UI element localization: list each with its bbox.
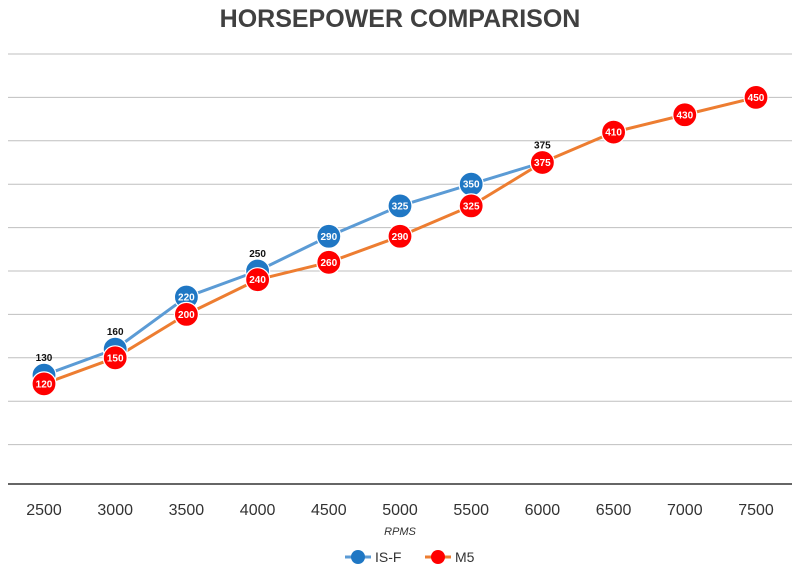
legend-marker xyxy=(351,550,365,564)
point-marker xyxy=(316,249,342,275)
data-label: 430 xyxy=(676,110,693,121)
data-label: 375 xyxy=(534,158,551,169)
data-label: 120 xyxy=(36,379,53,390)
point-marker xyxy=(529,149,556,176)
data-point-is-f: 290 xyxy=(316,223,342,249)
data-point-is-f: 325 xyxy=(387,193,413,219)
x-tick-label: 5500 xyxy=(453,502,489,519)
x-tick-label: 3500 xyxy=(169,502,205,519)
data-label: 220 xyxy=(178,293,195,304)
x-tick-label: 6500 xyxy=(596,502,632,519)
chart-title: HORSEPOWER COMPARISON xyxy=(220,5,581,33)
data-point-m5: 120 xyxy=(31,371,57,397)
x-tick-labels: 2500 3000 3500 4000 4500 5000 5500 6000 6500 7000… xyxy=(26,502,774,519)
data-point-m5: 200 xyxy=(173,301,199,327)
x-axis-label: RPMS xyxy=(384,526,416,538)
legend-marker xyxy=(431,550,445,564)
legend-item-m5: M5 xyxy=(425,549,475,565)
data-point-is-f: 350 xyxy=(458,171,484,197)
point-marker xyxy=(102,345,128,371)
data-label: 290 xyxy=(320,232,337,243)
point-marker xyxy=(672,102,698,128)
data-label: 290 xyxy=(392,232,409,243)
x-tick-label: 3000 xyxy=(97,502,133,519)
point-marker xyxy=(245,267,271,293)
data-label: 260 xyxy=(320,258,337,269)
point-marker xyxy=(316,223,342,249)
x-tick-label: 5000 xyxy=(382,502,418,519)
data-label: 150 xyxy=(107,353,124,364)
data-label: 130 xyxy=(36,353,53,364)
data-label: 240 xyxy=(249,275,266,286)
data-label: 410 xyxy=(605,128,622,139)
data-point-m5: 290 xyxy=(387,223,413,249)
data-point-m5: 450 xyxy=(743,84,769,111)
x-tick-label: 4000 xyxy=(240,502,276,519)
data-point-m5: 430 xyxy=(672,102,698,128)
series-markers: 130 160 220 250 290 325 350 375 120 150 200 240 260 2… xyxy=(31,84,769,397)
data-label: 450 xyxy=(748,93,765,104)
data-label: 325 xyxy=(463,201,480,212)
x-tick-label: 4500 xyxy=(311,502,347,519)
legend-label: M5 xyxy=(455,549,475,565)
x-tick-label: 2500 xyxy=(26,502,62,519)
legend-item-is-f: IS-F xyxy=(345,549,401,565)
point-marker xyxy=(600,119,627,145)
point-marker xyxy=(743,84,769,111)
point-marker xyxy=(387,193,413,219)
data-label: 200 xyxy=(178,310,195,321)
data-label: 325 xyxy=(392,201,409,212)
data-point-m5: 375 xyxy=(529,149,556,176)
x-tick-label: 6000 xyxy=(525,502,561,519)
data-label: 160 xyxy=(107,327,124,338)
data-label: 350 xyxy=(463,180,480,191)
point-marker xyxy=(31,371,57,397)
data-label: 375 xyxy=(534,141,551,152)
legend-label: IS-F xyxy=(375,549,401,565)
x-tick-label: 7000 xyxy=(667,502,703,519)
point-marker xyxy=(173,301,199,327)
data-point-m5: 325 xyxy=(458,193,484,219)
point-marker xyxy=(387,223,413,249)
data-label: 250 xyxy=(249,249,266,260)
point-marker xyxy=(458,193,484,219)
data-point-m5: 240 xyxy=(245,267,271,293)
data-point-m5: 260 xyxy=(316,249,342,275)
data-point-m5: 410 xyxy=(600,119,627,145)
legend: IS-F M5 xyxy=(345,549,475,565)
data-point-m5: 150 xyxy=(102,345,128,371)
x-tick-label: 7500 xyxy=(738,502,774,519)
